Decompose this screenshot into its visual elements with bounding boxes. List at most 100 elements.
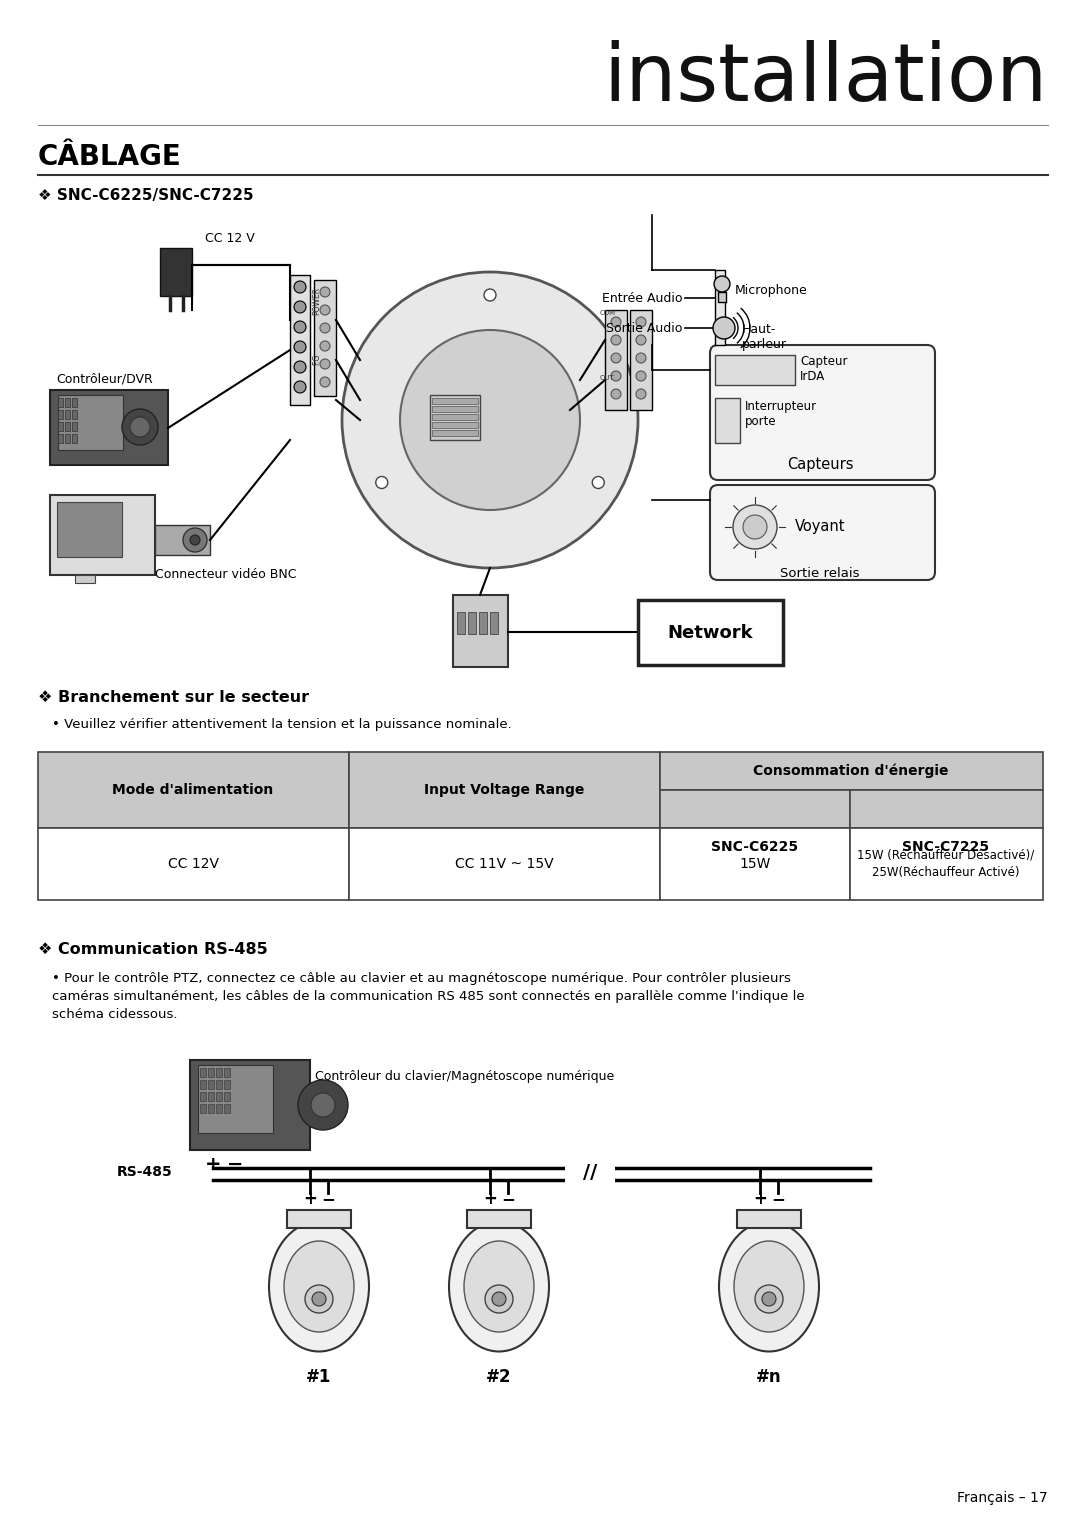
Bar [72,422,77,431]
Text: Capteurs: Capteurs [786,457,853,472]
Text: −: − [321,1190,335,1209]
Bar [200,1103,206,1113]
Circle shape [294,341,306,354]
Bar [156,524,210,555]
Text: SNC-C6225: SNC-C6225 [712,840,798,853]
Bar [715,398,740,443]
Text: +: + [483,1190,497,1209]
Text: Voyant: Voyant [795,520,846,535]
Text: Entrée Audio: Entrée Audio [602,291,681,305]
Bar [200,1081,206,1090]
Circle shape [762,1292,777,1306]
Bar [72,398,77,407]
Circle shape [636,389,646,399]
Bar [38,828,349,901]
Circle shape [755,1285,783,1314]
Bar [660,751,1043,789]
Circle shape [611,335,621,344]
Bar [58,422,63,431]
Circle shape [636,354,646,363]
Bar [718,293,726,302]
Bar [208,1081,214,1090]
Bar [224,1081,230,1090]
Circle shape [190,535,200,546]
Bar [467,1210,531,1228]
Text: Interrupteur
porte: Interrupteur porte [745,399,818,428]
Bar [224,1103,230,1113]
Bar [58,410,63,419]
Circle shape [320,323,330,334]
Bar [216,1103,222,1113]
Circle shape [294,280,306,293]
Ellipse shape [284,1241,354,1332]
Text: 15W: 15W [740,856,771,872]
Bar [850,828,1043,901]
Circle shape [636,335,646,344]
Bar [287,1210,351,1228]
Circle shape [183,527,207,552]
Bar [208,1068,214,1077]
Text: OUT: OUT [600,375,615,381]
Bar [200,1068,206,1077]
Bar [198,1065,273,1132]
Bar [480,613,487,634]
Circle shape [122,408,158,445]
Bar [349,828,660,901]
Text: CC 12V: CC 12V [167,856,218,872]
Text: #n: #n [756,1369,782,1385]
Text: POWER: POWER [312,287,321,315]
Text: CC 11V ~ 15V: CC 11V ~ 15V [455,856,553,872]
Bar [468,613,476,634]
Bar [65,434,70,443]
Bar [715,355,795,386]
Text: −: − [501,1190,515,1209]
Circle shape [298,1081,348,1129]
Circle shape [312,1292,326,1306]
Circle shape [484,290,496,302]
Ellipse shape [464,1241,534,1332]
Bar [432,398,478,404]
Bar [432,430,478,436]
Circle shape [305,1285,333,1314]
Text: installation: installation [604,40,1048,117]
Circle shape [636,370,646,381]
Circle shape [294,322,306,334]
Circle shape [320,305,330,315]
Circle shape [400,331,580,511]
Bar [190,1061,310,1151]
Bar [58,398,63,407]
Circle shape [636,317,646,328]
Bar [75,575,95,584]
Text: RS-485: RS-485 [117,1164,172,1180]
Bar [216,1068,222,1077]
Bar [660,828,850,901]
Bar [72,434,77,443]
Circle shape [492,1292,507,1306]
Bar [58,434,63,443]
Circle shape [342,271,638,568]
Circle shape [714,276,730,293]
Bar [208,1103,214,1113]
Circle shape [611,354,621,363]
Bar [638,600,783,664]
Text: Consommation d'énergie: Consommation d'énergie [753,764,948,779]
Circle shape [485,1285,513,1314]
Text: #2: #2 [486,1369,512,1385]
Bar [50,495,156,575]
FancyBboxPatch shape [710,485,935,581]
Text: #1: #1 [307,1369,332,1385]
Bar [58,395,123,450]
Text: Connecteur vidéo BNC: Connecteur vidéo BNC [156,568,297,581]
Circle shape [611,389,621,399]
Text: CÂBLAGE: CÂBLAGE [38,143,181,171]
Bar [224,1093,230,1100]
Bar [65,410,70,419]
Bar [660,789,850,828]
Bar [65,422,70,431]
Bar [737,1210,801,1228]
Circle shape [733,504,777,549]
Circle shape [311,1093,335,1117]
Text: 15W (Réchauffeur Désactivé)/
25W(Réchauffeur Activé): 15W (Réchauffeur Désactivé)/ 25W(Réchauf… [858,849,1035,879]
Circle shape [611,370,621,381]
Text: Sortie Audio: Sortie Audio [606,322,681,334]
